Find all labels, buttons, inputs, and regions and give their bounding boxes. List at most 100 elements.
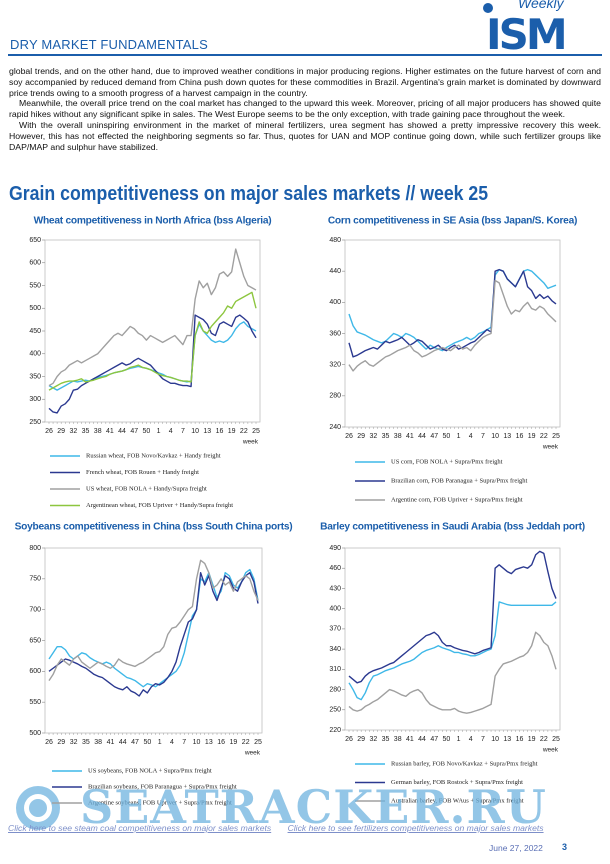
y-tick-label: 480	[329, 237, 341, 244]
x-tick-label: 29	[57, 428, 65, 435]
page-number: 3	[562, 842, 568, 852]
x-tick-label: 26	[45, 739, 53, 746]
chart-title: Soybeans competitiveness in China (bss S…	[15, 522, 293, 533]
legend-label: US soybeans, FOB NOLA + Supra/Pmx freigh…	[88, 767, 212, 774]
y-tick-label: 650	[29, 637, 41, 644]
x-tick-label: 7	[182, 739, 186, 746]
y-tick-label: 280	[329, 393, 341, 400]
x-tick-label: 50	[443, 433, 451, 440]
x-tick-label: 32	[69, 428, 77, 435]
y-tick-label: 450	[29, 328, 41, 335]
y-tick-label: 280	[329, 686, 341, 693]
legend-label: Russian wheat, FOB Novo/Kavkaz + Handy f…	[86, 452, 221, 459]
x-tick-label: 35	[382, 433, 390, 440]
series-line	[48, 248, 257, 387]
x-tick-label: 13	[503, 433, 511, 440]
series-line	[348, 550, 557, 684]
y-tick-label: 440	[329, 268, 341, 275]
x-tick-label: 1	[158, 739, 162, 746]
x-axis-label: week	[244, 750, 261, 757]
y-tick-label: 300	[29, 396, 41, 403]
series-line	[348, 279, 557, 372]
x-tick-label: 41	[406, 736, 414, 743]
x-tick-label: 44	[418, 736, 426, 743]
x-tick-label: 7	[481, 433, 485, 440]
x-axis-label: week	[542, 444, 559, 451]
y-tick-label: 250	[329, 707, 341, 714]
x-tick-label: 35	[82, 428, 90, 435]
x-tick-label: 19	[528, 736, 536, 743]
x-tick-label: 7	[181, 428, 185, 435]
x-tick-label: 4	[170, 739, 174, 746]
y-tick-label: 550	[29, 699, 41, 706]
series-line	[348, 268, 557, 358]
x-tick-label: 47	[130, 428, 138, 435]
x-tick-label: 29	[357, 433, 365, 440]
x-tick-label: 41	[107, 739, 115, 746]
link[interactable]: Click here to see fertilizers competitiv…	[287, 823, 544, 833]
paragraph: Meanwhile, the overall price trend on th…	[9, 98, 601, 120]
watermark-sun	[16, 786, 60, 830]
legend-label: Brazilian corn, FOB Paranagua + Supra/Pm…	[391, 477, 528, 484]
x-tick-label: 16	[516, 736, 524, 743]
legend-label: Argentinean wheat, FOB Upriver + Handy/S…	[86, 502, 233, 509]
x-tick-label: 44	[418, 433, 426, 440]
y-tick-label: 600	[29, 668, 41, 675]
x-tick-label: 1	[457, 433, 461, 440]
plot-frame	[344, 547, 561, 731]
x-tick-label: 38	[394, 736, 402, 743]
x-tick-label: 50	[143, 739, 151, 746]
series-line	[348, 268, 557, 352]
x-tick-label: 13	[205, 739, 213, 746]
series-line	[348, 601, 557, 701]
x-tick-label: 50	[143, 428, 151, 435]
x-tick-label: 44	[119, 739, 127, 746]
x-tick-label: 16	[217, 739, 225, 746]
x-tick-label: 13	[503, 736, 511, 743]
x-tick-label: 44	[118, 428, 126, 435]
y-tick-label: 430	[329, 585, 341, 592]
legend-label: French wheat, FOB Rouen + Handy freight	[86, 469, 199, 476]
x-tick-label: 1	[157, 428, 161, 435]
plot-frame	[44, 239, 261, 423]
x-tick-label: 29	[57, 739, 65, 746]
link[interactable]: Click here to see steam coal competitive…	[8, 823, 272, 833]
logo: ISM	[486, 10, 568, 59]
y-tick-label: 370	[329, 626, 341, 633]
y-tick-label: 320	[329, 362, 341, 369]
y-tick-label: 400	[329, 299, 341, 306]
legend-label: US corn, FOB NOLA + Supra/Pmx freight	[391, 458, 503, 465]
series-line	[48, 559, 259, 681]
x-tick-label: 32	[369, 736, 377, 743]
x-tick-label: 22	[242, 739, 250, 746]
chart-title: Corn competitiveness in SE Asia (bss Jap…	[328, 216, 577, 227]
heading: Grain competitiveness on major sales mar…	[9, 183, 489, 205]
x-tick-label: 26	[45, 428, 53, 435]
x-tick-label: 25	[552, 433, 560, 440]
x-tick-label: 50	[443, 736, 451, 743]
y-tick-label: 490	[329, 545, 341, 552]
x-tick-label: 25	[552, 736, 560, 743]
x-tick-label: 16	[216, 428, 224, 435]
x-tick-label: 32	[70, 739, 78, 746]
x-tick-label: 4	[169, 428, 173, 435]
x-tick-label: 1	[457, 736, 461, 743]
logo-dot	[483, 3, 493, 13]
x-axis-label: week	[542, 747, 559, 754]
y-tick-label: 400	[329, 606, 341, 613]
x-tick-label: 4	[469, 736, 473, 743]
links: Click here to see steam coal competitive…	[8, 823, 608, 833]
x-tick-label: 47	[131, 739, 139, 746]
x-axis-label: week	[242, 439, 259, 446]
x-tick-label: 41	[406, 433, 414, 440]
x-tick-label: 22	[540, 433, 548, 440]
x-tick-label: 10	[491, 433, 499, 440]
x-tick-label: 10	[193, 739, 201, 746]
legend-label: German barley, FOB Rostock + Supra/Pmx f…	[391, 779, 523, 786]
x-tick-label: 10	[491, 736, 499, 743]
legend-label: Argentine corn, FOB Upriver + Supra/Pmx …	[391, 496, 523, 503]
chart-title: Wheat competitiveness in North Africa (b…	[34, 216, 272, 227]
y-tick-label: 650	[29, 237, 41, 244]
legend-label: Australian barley, FOB WAus + Supra/Pmx …	[391, 797, 524, 804]
